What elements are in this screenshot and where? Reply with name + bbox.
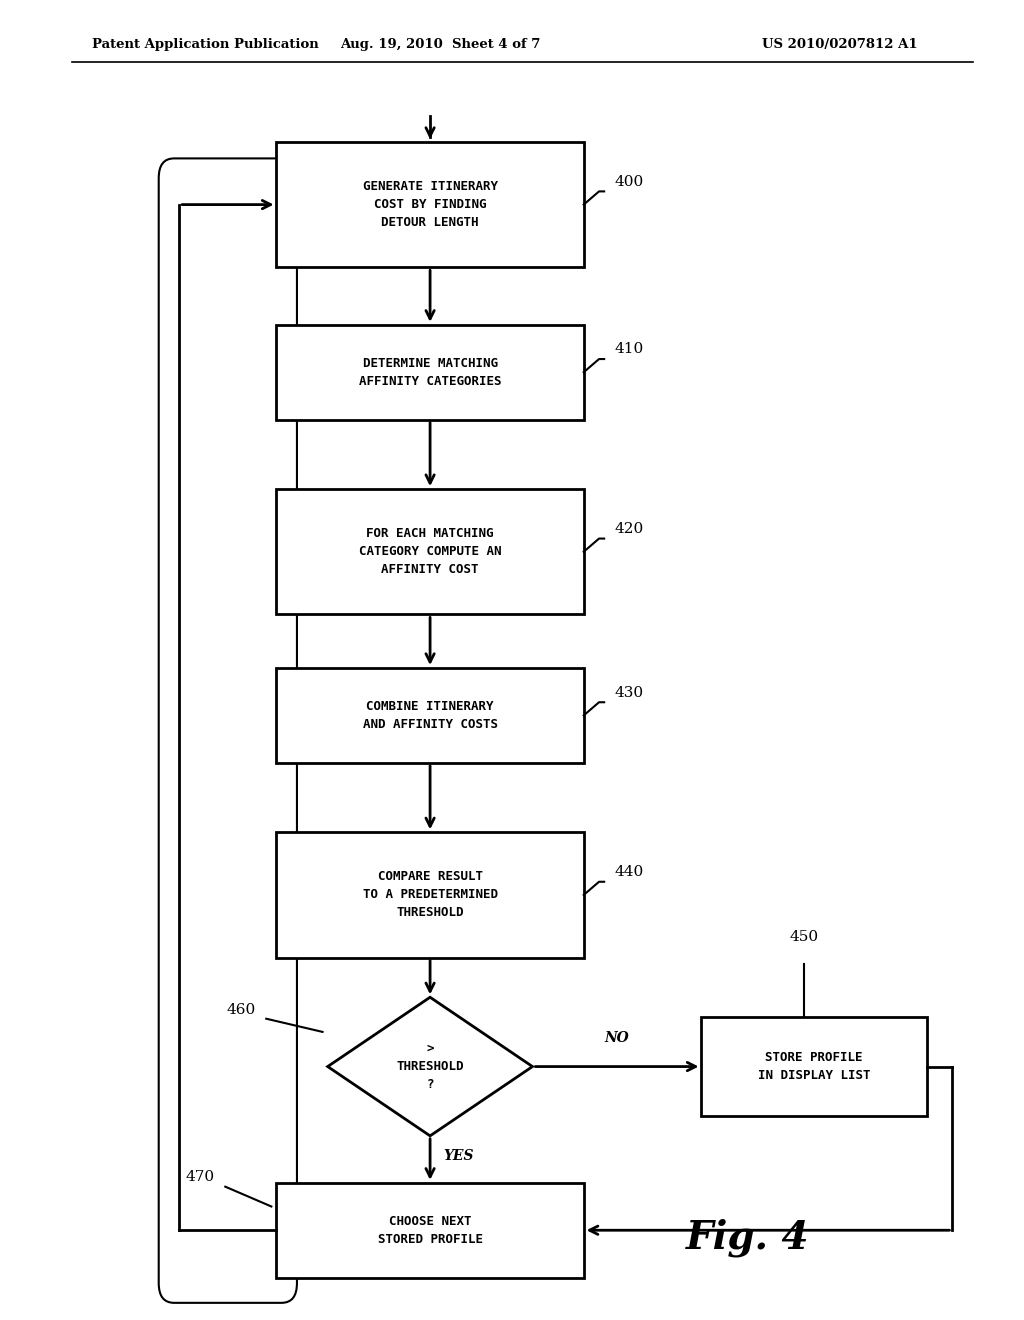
FancyBboxPatch shape [276, 832, 584, 958]
Text: DETERMINE MATCHING
AFFINITY CATEGORIES: DETERMINE MATCHING AFFINITY CATEGORIES [358, 356, 502, 388]
Text: 460: 460 [226, 1003, 256, 1018]
Text: CHOOSE NEXT
STORED PROFILE: CHOOSE NEXT STORED PROFILE [378, 1214, 482, 1246]
Text: 420: 420 [614, 521, 644, 536]
FancyBboxPatch shape [276, 1183, 584, 1278]
Text: US 2010/0207812 A1: US 2010/0207812 A1 [762, 38, 918, 51]
FancyBboxPatch shape [276, 490, 584, 615]
Text: COMBINE ITINERARY
AND AFFINITY COSTS: COMBINE ITINERARY AND AFFINITY COSTS [362, 700, 498, 731]
FancyBboxPatch shape [701, 1016, 927, 1117]
Text: YES: YES [443, 1148, 474, 1163]
Text: 410: 410 [614, 342, 644, 356]
FancyBboxPatch shape [276, 143, 584, 267]
Text: NO: NO [604, 1031, 630, 1045]
Text: FOR EACH MATCHING
CATEGORY COMPUTE AN
AFFINITY COST: FOR EACH MATCHING CATEGORY COMPUTE AN AF… [358, 527, 502, 577]
Text: 430: 430 [614, 685, 643, 700]
Text: Patent Application Publication: Patent Application Publication [92, 38, 318, 51]
Text: >
THRESHOLD
?: > THRESHOLD ? [396, 1041, 464, 1092]
Text: COMPARE RESULT
TO A PREDETERMINED
THRESHOLD: COMPARE RESULT TO A PREDETERMINED THRESH… [362, 870, 498, 920]
Text: 440: 440 [614, 865, 644, 879]
Text: GENERATE ITINERARY
COST BY FINDING
DETOUR LENGTH: GENERATE ITINERARY COST BY FINDING DETOU… [362, 180, 498, 230]
Text: 470: 470 [186, 1171, 215, 1184]
FancyBboxPatch shape [276, 325, 584, 420]
Polygon shape [328, 998, 532, 1135]
Text: Fig. 4: Fig. 4 [686, 1218, 809, 1258]
FancyBboxPatch shape [276, 668, 584, 763]
Text: STORE PROFILE
IN DISPLAY LIST: STORE PROFILE IN DISPLAY LIST [758, 1051, 870, 1082]
Text: Aug. 19, 2010  Sheet 4 of 7: Aug. 19, 2010 Sheet 4 of 7 [340, 38, 541, 51]
Text: 400: 400 [614, 174, 644, 189]
Text: 450: 450 [790, 931, 818, 945]
